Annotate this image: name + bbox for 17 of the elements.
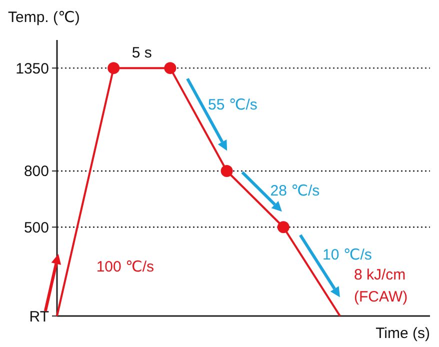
annotation: (FCAW) [354,288,408,306]
annotation: 5 s [132,44,152,62]
point [277,221,290,234]
annotation: 28 ℃/s [270,182,320,200]
y-tick-label: RT [29,308,49,326]
annotation: 100 ℃/s [96,258,154,276]
y-tick-label: 800 [24,163,49,180]
annotation: 55 ℃/s [208,96,258,114]
annotation: 8 kJ/cm [354,266,406,284]
point [164,62,176,74]
y-axis-title: Temp. (℃) [8,9,80,26]
point [108,62,120,74]
point [220,164,233,177]
annotation: 10 ℃/s [322,246,372,264]
x-axis-title: Time (s) [376,325,430,342]
y-tick-label: 1350 [16,60,49,78]
y-tick-label: 500 [24,219,49,236]
